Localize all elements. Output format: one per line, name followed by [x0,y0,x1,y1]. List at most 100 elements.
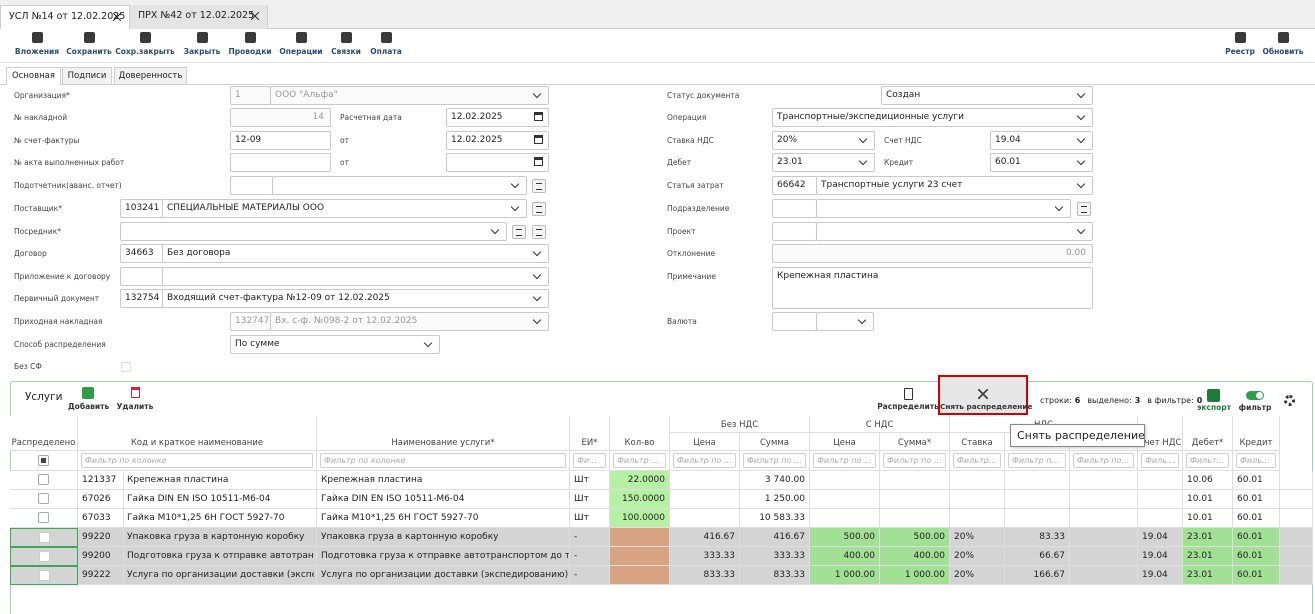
table-cell[interactable]: 99200 Подготовка груза к отправке автотра… [78,547,317,566]
table-cell[interactable]: 60.01 [1233,509,1280,528]
table-cell[interactable]: 83.33 [1005,528,1070,547]
list-button[interactable] [532,179,546,193]
calendar-icon[interactable] [534,112,543,121]
table-cell[interactable]: 60.01 [1233,528,1280,547]
toolbar-button[interactable]: Закрыть [183,47,221,56]
table-cell[interactable]: 10.06 [1183,471,1233,490]
column-filter[interactable]: Фильтр по колонке [81,453,313,468]
table-cell[interactable]: 3 740.00 [740,471,810,490]
table-cell[interactable]: Подготовка груза к отправке автотранспор… [317,547,570,566]
table-cell[interactable]: 416.67 [670,528,740,547]
table-cell[interactable] [810,490,880,509]
input-field[interactable] [772,222,817,241]
table-cell[interactable] [670,471,740,490]
column-filter[interactable]: Фильтр по колонке [320,453,566,468]
table-cell[interactable]: 60.01 [1233,547,1280,566]
input-field[interactable]: 12.02.2025 [446,131,549,150]
input-field[interactable] [816,312,874,331]
input-field[interactable]: 19.04 [990,131,1093,150]
row-checkbox[interactable] [38,474,49,485]
table-cell[interactable] [1005,471,1070,490]
dropdown-arrow[interactable] [423,338,433,348]
column-header[interactable]: Код и краткое наименование [78,416,317,451]
dropdown-arrow[interactable] [857,315,867,325]
toolbar-icon[interactable] [197,32,208,43]
column-filter[interactable]: Фильтр по колонке [1236,453,1276,468]
toolbar-button[interactable]: Оплата [370,47,402,56]
dropdown-arrow[interactable] [1054,202,1064,212]
table-cell[interactable] [610,528,670,547]
input-field[interactable]: Без договора [162,244,549,263]
input-field[interactable]: 23.01 [772,153,875,172]
input-field[interactable] [120,267,163,286]
column-filter[interactable]: Фильтр по колонке [743,453,806,468]
toolbar-button[interactable]: Связки [331,47,361,56]
table-cell[interactable] [950,471,1005,490]
table-cell[interactable]: 99220 Упаковка груза в картонную коробку [78,528,317,547]
input-field[interactable] [230,176,273,195]
row-checkbox[interactable] [39,532,50,543]
table-cell[interactable]: 121337 Крепежная пластина [78,471,317,490]
form-tab[interactable]: Подписи [62,67,112,85]
input-field[interactable] [230,153,331,172]
table-cell[interactable] [1070,509,1138,528]
input-field[interactable] [816,199,1071,218]
row-checkbox[interactable] [39,551,50,562]
table-cell[interactable]: 150.0000 [610,490,670,509]
table-cell[interactable]: Упаковка груза в картонную коробку [317,528,570,547]
table-cell[interactable]: 20% [950,547,1005,566]
settings-icon[interactable] [1284,395,1295,406]
checkbox[interactable] [121,362,131,372]
input-field[interactable]: 12-09 [230,131,331,150]
table-cell[interactable]: 10.01 [1183,509,1233,528]
table-cell[interactable] [880,509,950,528]
table-cell[interactable]: 833.33 [670,566,740,585]
table-cell[interactable]: 10 583.33 [740,509,810,528]
table-cell[interactable]: 23.01 [1183,528,1233,547]
input-field[interactable]: 1 [230,86,271,105]
select-all-checkbox[interactable] [38,455,49,466]
column-header[interactable]: Распределено [10,416,78,451]
document-tab[interactable]: ПРХ №42 от 12.02.2025 [130,5,268,29]
table-cell[interactable] [880,490,950,509]
distribute-button[interactable]: Распределить [877,402,939,411]
table-cell[interactable]: Гайка DIN EN ISO 10511-M6-04 [317,490,570,509]
table-cell[interactable]: 400.00 [880,547,950,566]
table-cell[interactable]: 333.33 [740,547,810,566]
list-button[interactable] [532,225,546,239]
input-field[interactable]: Вх. с-ф. №098-2 от 12.02.2025 [270,312,549,331]
table-cell[interactable] [670,509,740,528]
table-cell[interactable]: 23.01 [1183,547,1233,566]
toolbar-icon[interactable] [381,32,392,43]
row-select-cell[interactable] [10,528,78,547]
document-tab[interactable]: УСЛ №14 от 12.02.2025 [0,5,130,29]
table-cell[interactable] [670,490,740,509]
filter-toggle[interactable] [1246,391,1264,400]
table-cell[interactable]: 1 250.00 [740,490,810,509]
distribute-icon[interactable] [904,388,913,400]
input-field[interactable]: ООО "Альфа" [270,86,549,105]
column-header[interactable]: Наименование услуги* [317,416,570,451]
calendar-icon[interactable] [534,135,543,144]
row-checkbox[interactable] [38,512,49,523]
delete-icon[interactable] [131,387,140,398]
tab-close[interactable] [113,13,121,21]
input-field[interactable] [446,153,549,172]
table-cell[interactable]: - [570,528,610,547]
toolbar-icon[interactable] [341,32,352,43]
table-cell[interactable] [810,509,880,528]
toolbar-button[interactable]: Сохранить [66,47,112,56]
input-field[interactable]: 0.00 [772,244,1093,263]
table-cell[interactable] [1070,547,1138,566]
export-icon[interactable] [1207,389,1220,402]
input-field[interactable] [772,199,817,218]
input-field[interactable] [816,222,1093,241]
table-cell[interactable]: 66.67 [1005,547,1070,566]
table-cell[interactable] [610,547,670,566]
add-button[interactable]: Добавить [68,402,110,411]
input-field[interactable] [772,312,817,331]
table-cell[interactable]: 833.33 [740,566,810,585]
toolbar-icon[interactable] [140,32,151,43]
table-cell[interactable]: 67033 Гайка М10*1,25 6Н ГОСТ 5927-70 [78,509,317,528]
export-button[interactable]: экспорт [1196,403,1232,412]
